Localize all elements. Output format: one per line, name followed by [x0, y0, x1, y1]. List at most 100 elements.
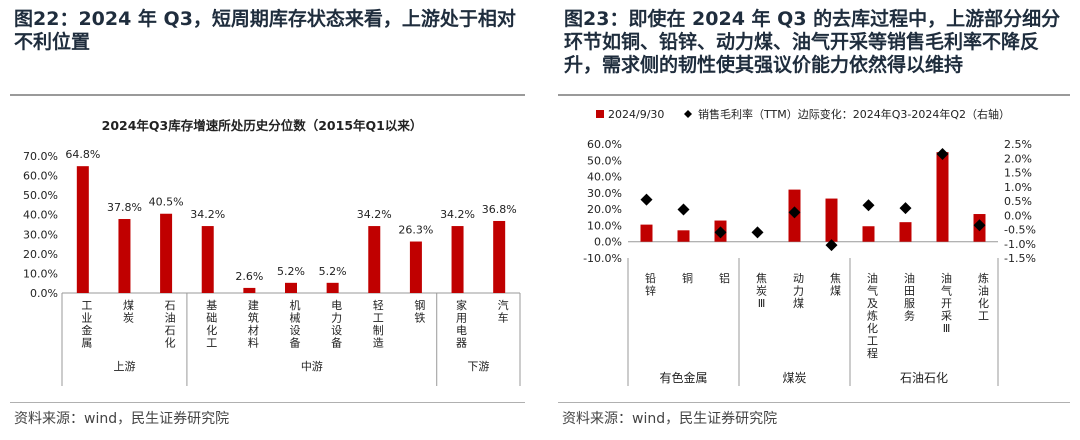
legend-label: 销售毛利率（TTM）边际变化：2024年Q3-2024年Q2（右轴） [698, 107, 1010, 121]
category-label: 油气及炼化工程 [867, 271, 878, 360]
y-tick-label: 30.0% [23, 228, 58, 241]
y-tick-label: 40.0% [23, 209, 58, 222]
y-left-tick-label: 60.0% [587, 138, 622, 151]
data-label: 64.8% [65, 148, 100, 161]
group-label: 有色金属 [659, 370, 707, 385]
scatter-point [677, 203, 690, 216]
y-right-tick-label: -1.5% [1004, 252, 1036, 265]
scatter-point [640, 193, 653, 206]
chart-title: 2024年Q3库存增速所处历史分位数（2015年Q1以来） [102, 118, 423, 133]
category-label: 铅锌 [645, 271, 656, 298]
category-label: 汽车 [498, 298, 509, 325]
data-label: 37.8% [107, 201, 142, 214]
right-top-rule [558, 94, 1070, 96]
data-label: 34.2% [357, 208, 392, 221]
category-label: 工业金属 [81, 299, 92, 350]
category-label: 动力煤 [793, 272, 804, 310]
category-label: 轻工制造 [373, 298, 384, 350]
inventory-percentile-chart: 2024年Q3库存增速所处历史分位数（2015年Q1以来） 0.0% 10.0% 20… [23, 118, 521, 386]
scatter-point [751, 226, 764, 239]
scatter-point [788, 206, 801, 219]
data-label: 2.6% [235, 270, 263, 283]
bar [862, 226, 875, 242]
category-label: 油田服务 [904, 271, 915, 323]
group-label: 中游 [301, 360, 323, 373]
scatter-point [825, 239, 838, 252]
scatter-point [714, 226, 727, 239]
right-bottom-rule [558, 402, 1070, 403]
bar [451, 226, 464, 293]
y-right-tick-label: 0.5% [1004, 195, 1032, 208]
bar [677, 230, 690, 242]
data-label: 34.2% [440, 208, 475, 221]
bar [285, 282, 297, 293]
y-right-tick-label: 0.0% [1004, 209, 1032, 222]
y-right-tick-label: 2.0% [1004, 152, 1032, 165]
y-tick-label: 50.0% [23, 189, 58, 202]
y-tick-label: 60.0% [23, 170, 58, 183]
y-left-tick-label: 20.0% [587, 203, 622, 216]
group-label: 煤炭 [782, 371, 806, 385]
scatter-point [936, 147, 949, 160]
bar [409, 241, 422, 293]
left-figure-title: 图22：2024 年 Q3，短周期库存状态来看，上游处于相对不利位置 [14, 8, 516, 53]
bar [825, 198, 838, 242]
legend-label: 2024/9/30 [608, 108, 664, 121]
category-label: 建筑材料 [248, 298, 259, 350]
left-bottom-rule [10, 402, 525, 403]
data-label: 5.2% [277, 265, 305, 278]
left-source-note: 资料来源：wind，民生证券研究院 [14, 411, 230, 427]
y-left-tick-label: -10.0% [583, 252, 622, 265]
category-label: 焦炭 Ⅲ [756, 272, 767, 310]
category-label: 电力设备 [331, 299, 342, 350]
bar [118, 219, 131, 293]
data-label: 5.2% [319, 265, 347, 278]
right-figure-title: 图23：即使在 2024 年 Q3 的去库过程中，上游部分细分环节如铜、铅锌、动… [564, 8, 1061, 76]
gross-margin-chart: 2024/9/30 销售毛利率（TTM）边际变化：2024年Q3-2024年Q2（… [583, 107, 1036, 386]
y-right-tick-label: 1.5% [1004, 167, 1032, 180]
bar [368, 226, 381, 293]
category-label: 炼油化工 [978, 271, 989, 323]
y-left-tick-label: 40.0% [587, 171, 622, 184]
legend-diamond-icon [684, 110, 692, 118]
y-tick-label: 70.0% [23, 150, 58, 163]
category-label: 铜 [682, 271, 693, 285]
scatter-point [973, 219, 986, 232]
y-tick-label: 20.0% [23, 248, 58, 261]
bar [76, 166, 89, 293]
y-tick-label: 0.0% [30, 287, 58, 300]
data-label: 26.3% [398, 224, 433, 237]
bar [201, 226, 214, 293]
scatter-point [899, 202, 912, 215]
bar [640, 224, 653, 242]
y-left-tick-label: 50.0% [587, 154, 622, 167]
left-top-rule [10, 94, 525, 96]
right-figure-panel: 图23：即使在 2024 年 Q3 的去库过程中，上游部分细分环节如铜、铅锌、动… [548, 0, 1080, 440]
data-label: 40.5% [149, 196, 184, 209]
scatter-point [862, 199, 875, 212]
category-label: 家用电器 [456, 298, 467, 350]
category-label: 石油石化 [165, 299, 176, 350]
y-tick-label: 10.0% [23, 267, 58, 280]
category-label: 焦煤 [830, 272, 841, 298]
bar [160, 213, 173, 293]
y-left-tick-label: 30.0% [587, 187, 622, 200]
bar [936, 152, 949, 242]
y-left-tick-label: 10.0% [587, 219, 622, 232]
category-label: 钢铁 [414, 299, 425, 325]
data-label: 36.8% [482, 203, 517, 216]
category-label: 油气开采 Ⅲ [941, 271, 952, 335]
y-left-tick-label: 0.0% [594, 236, 622, 249]
bar [243, 287, 256, 293]
category-label: 基础化工 [206, 299, 217, 350]
group-label: 石油石化 [900, 371, 948, 385]
bar [899, 222, 912, 242]
bar [493, 220, 506, 293]
group-label: 上游 [113, 360, 135, 373]
category-label: 机械设备 [290, 298, 301, 350]
left-figure-panel: 图22：2024 年 Q3，短周期库存状态来看，上游处于相对不利位置 2024年… [0, 0, 535, 440]
legend-bar-swatch [596, 110, 604, 118]
y-right-tick-label: -1.0% [1004, 238, 1036, 251]
right-source-note: 资料来源：wind，民生证券研究院 [562, 411, 778, 427]
category-label: 铝 [719, 271, 730, 285]
